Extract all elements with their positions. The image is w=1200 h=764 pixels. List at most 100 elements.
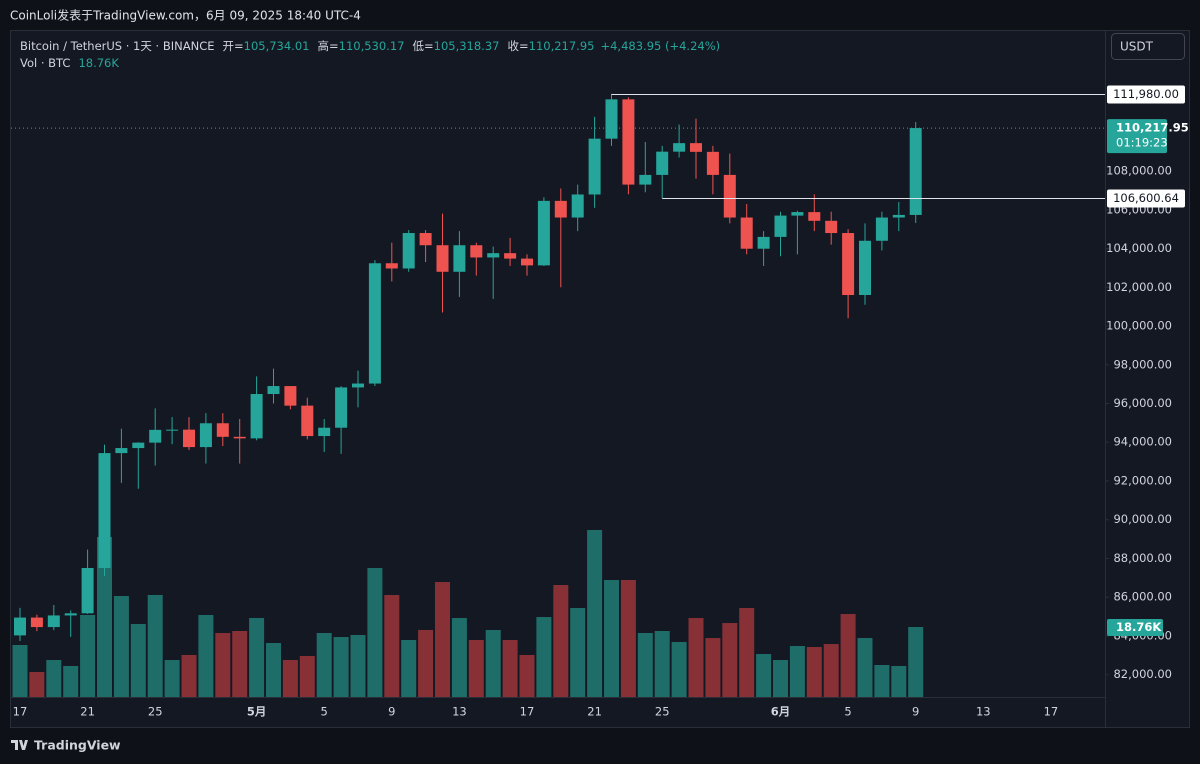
candle-body xyxy=(436,245,449,272)
candle-body xyxy=(808,212,821,221)
volume-value: 18.76K xyxy=(78,56,119,70)
volume-bar xyxy=(113,596,129,697)
y-tick-label: 90,000.00 xyxy=(1113,512,1172,526)
candle-body xyxy=(706,151,719,175)
symbol-legend: Bitcoin / TetherUS · 1天 · BINANCE 开=105,7… xyxy=(20,39,720,53)
candle-body xyxy=(301,405,314,437)
candle-body xyxy=(149,429,162,443)
volume-bar xyxy=(232,630,248,697)
volume-bar xyxy=(367,568,383,697)
candle-body xyxy=(690,143,702,152)
countdown: 01:19:23 xyxy=(1116,136,1168,150)
candle-body xyxy=(216,423,229,437)
candle-body xyxy=(453,245,466,272)
ohlc-value: 110,530.17 xyxy=(339,39,405,53)
x-tick-label: 5 xyxy=(844,705,851,719)
volume-legend: Vol · BTC 18.76K xyxy=(20,56,119,70)
ohlc-key: 低= xyxy=(412,39,433,53)
volume-bar xyxy=(688,618,704,697)
volume-bar xyxy=(266,643,281,697)
candle-body xyxy=(791,212,804,216)
volume-bar xyxy=(282,659,298,697)
candle-body xyxy=(81,567,94,614)
candle-body xyxy=(875,217,888,241)
y-tick-label: 86,000.00 xyxy=(1113,590,1172,604)
volume-bar xyxy=(215,633,231,697)
volume-bar xyxy=(249,618,265,697)
volume-bar xyxy=(401,639,417,697)
currency-button[interactable] xyxy=(1111,33,1185,60)
volume-bar xyxy=(384,594,400,697)
ohlc-key: 收= xyxy=(507,39,528,53)
y-tick-label: 82,000.00 xyxy=(1113,667,1172,681)
candle-body xyxy=(267,386,280,395)
candle-body xyxy=(284,386,297,406)
candle-body xyxy=(774,215,787,237)
volume-bar xyxy=(756,654,772,697)
volume-bar xyxy=(130,624,146,697)
volume-bar xyxy=(570,608,586,697)
x-tick-label: 9 xyxy=(912,705,919,719)
candle-body xyxy=(352,383,364,388)
x-tick-label: 13 xyxy=(452,705,467,719)
candle-body xyxy=(166,429,179,431)
x-tick-label: 9 xyxy=(388,705,395,719)
change: +4,483.95 (+4.24%) xyxy=(600,39,720,53)
volume-bar xyxy=(553,584,569,697)
level-label-box xyxy=(1107,85,1185,104)
candle-body xyxy=(825,220,838,234)
volume-label-box xyxy=(1107,619,1163,637)
volume-title: Vol · BTC xyxy=(20,56,70,70)
candle-body xyxy=(892,214,905,218)
ohlc-value: 105,734.01 xyxy=(244,39,310,53)
candle-body xyxy=(132,442,145,449)
brand-text: TradingView xyxy=(34,738,121,753)
candle-body xyxy=(233,436,246,439)
candle-body xyxy=(622,99,635,185)
volume-bar xyxy=(536,617,552,697)
candle-body xyxy=(402,233,415,269)
x-tick-label: 21 xyxy=(80,705,95,719)
volume-bar xyxy=(908,627,924,697)
volume-bar xyxy=(637,633,653,697)
candle-body xyxy=(64,613,77,616)
volume-bar xyxy=(806,647,822,697)
volume-bar xyxy=(773,659,788,697)
volume-bar xyxy=(181,654,197,697)
volume-bar xyxy=(164,659,180,697)
volume-bar xyxy=(299,655,315,697)
volume-bar xyxy=(654,630,670,697)
candle-body xyxy=(199,423,212,448)
ohlc-value: 105,318.37 xyxy=(434,39,500,53)
candle-body xyxy=(656,151,669,175)
currency-label[interactable]: USDT xyxy=(1120,40,1154,54)
volume-bar xyxy=(705,638,721,697)
level-label-box xyxy=(1107,189,1185,208)
y-tick-label: 94,000.00 xyxy=(1113,435,1172,449)
candle-body xyxy=(385,263,398,269)
volume-bar xyxy=(502,639,518,697)
x-tick-label: 17 xyxy=(13,705,28,719)
y-tick-label: 92,000.00 xyxy=(1113,473,1172,487)
volume-bar xyxy=(451,618,467,697)
x-tick-label: 21 xyxy=(587,705,602,719)
candle-body xyxy=(487,253,500,258)
y-tick-label: 88,000.00 xyxy=(1113,551,1172,565)
candle-body xyxy=(554,200,567,218)
candle-body xyxy=(250,394,263,439)
candle-body xyxy=(98,453,111,568)
x-tick-label: 17 xyxy=(520,705,535,719)
x-tick-label: 5 xyxy=(321,705,328,719)
candle-body xyxy=(757,236,770,249)
candle-body xyxy=(909,128,922,215)
volume-bar xyxy=(97,537,112,697)
x-tick-label: 25 xyxy=(655,705,670,719)
candle-body xyxy=(571,194,584,218)
volume-bar xyxy=(722,623,738,697)
candle-body xyxy=(588,138,601,195)
candle-body xyxy=(318,427,331,437)
volume-bar xyxy=(12,644,28,697)
candle-body xyxy=(47,615,60,628)
volume-bar xyxy=(789,645,805,697)
